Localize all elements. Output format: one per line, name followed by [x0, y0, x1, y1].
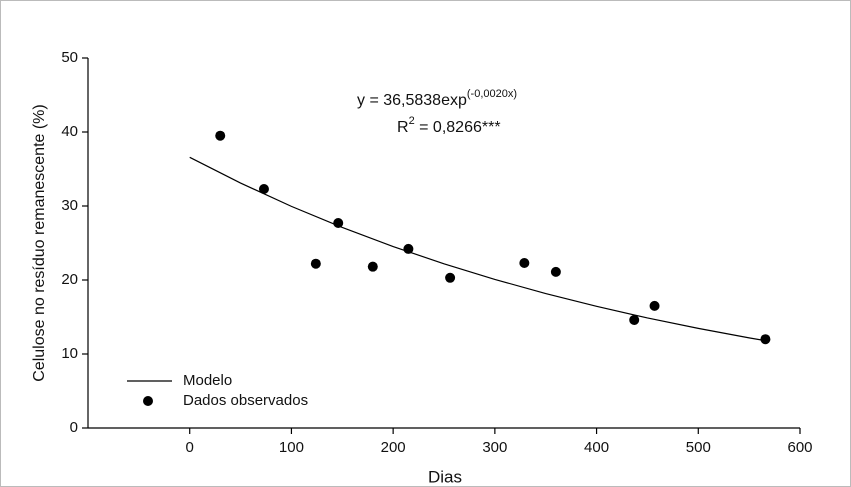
equation-text: y = 36,5838exp — [357, 92, 467, 109]
y-tick-label: 50 — [61, 49, 78, 66]
r-label: R — [397, 119, 409, 136]
legend-label: Dados observados — [183, 392, 308, 409]
data-point — [215, 130, 226, 141]
x-tick-label: 400 — [584, 439, 609, 456]
equation-exponent: (-0,0020x) — [467, 88, 517, 100]
data-point — [403, 243, 414, 254]
x-tick-label: 200 — [381, 439, 406, 456]
model-line — [189, 156, 765, 342]
x-tick-label: 300 — [482, 439, 507, 456]
y-tick-label: 20 — [61, 271, 78, 288]
data-point — [629, 314, 640, 325]
y-axis-label: Celulose no resíduo remanescente (%) — [31, 104, 48, 381]
x-tick-label: 500 — [686, 439, 711, 456]
r-value: = 0,8266*** — [415, 119, 501, 136]
y-tick-label: 10 — [61, 345, 78, 362]
x-axis-label: Dias — [428, 467, 462, 486]
data-point — [550, 266, 561, 277]
equation: y = 36,5838exp(-0,0020x) — [357, 88, 517, 109]
legend-dot — [143, 396, 153, 406]
r-power: 2 — [409, 115, 415, 127]
x-tick-label: 100 — [279, 439, 304, 456]
x-tick-label: 0 — [186, 439, 194, 456]
x-tick-label: 600 — [787, 439, 812, 456]
data-point — [258, 183, 269, 194]
data-point — [367, 261, 378, 272]
y-tick-label: 40 — [61, 123, 78, 140]
data-point — [333, 218, 344, 229]
y-tick-label: 30 — [61, 197, 78, 214]
r-squared: R2 = 0,8266*** — [397, 115, 501, 136]
data-point — [519, 257, 530, 268]
legend-label: Modelo — [183, 372, 232, 389]
data-point — [760, 334, 771, 345]
data-point — [310, 258, 321, 269]
data-point — [649, 300, 660, 311]
data-point — [445, 272, 456, 283]
y-tick-label: 0 — [70, 419, 78, 436]
